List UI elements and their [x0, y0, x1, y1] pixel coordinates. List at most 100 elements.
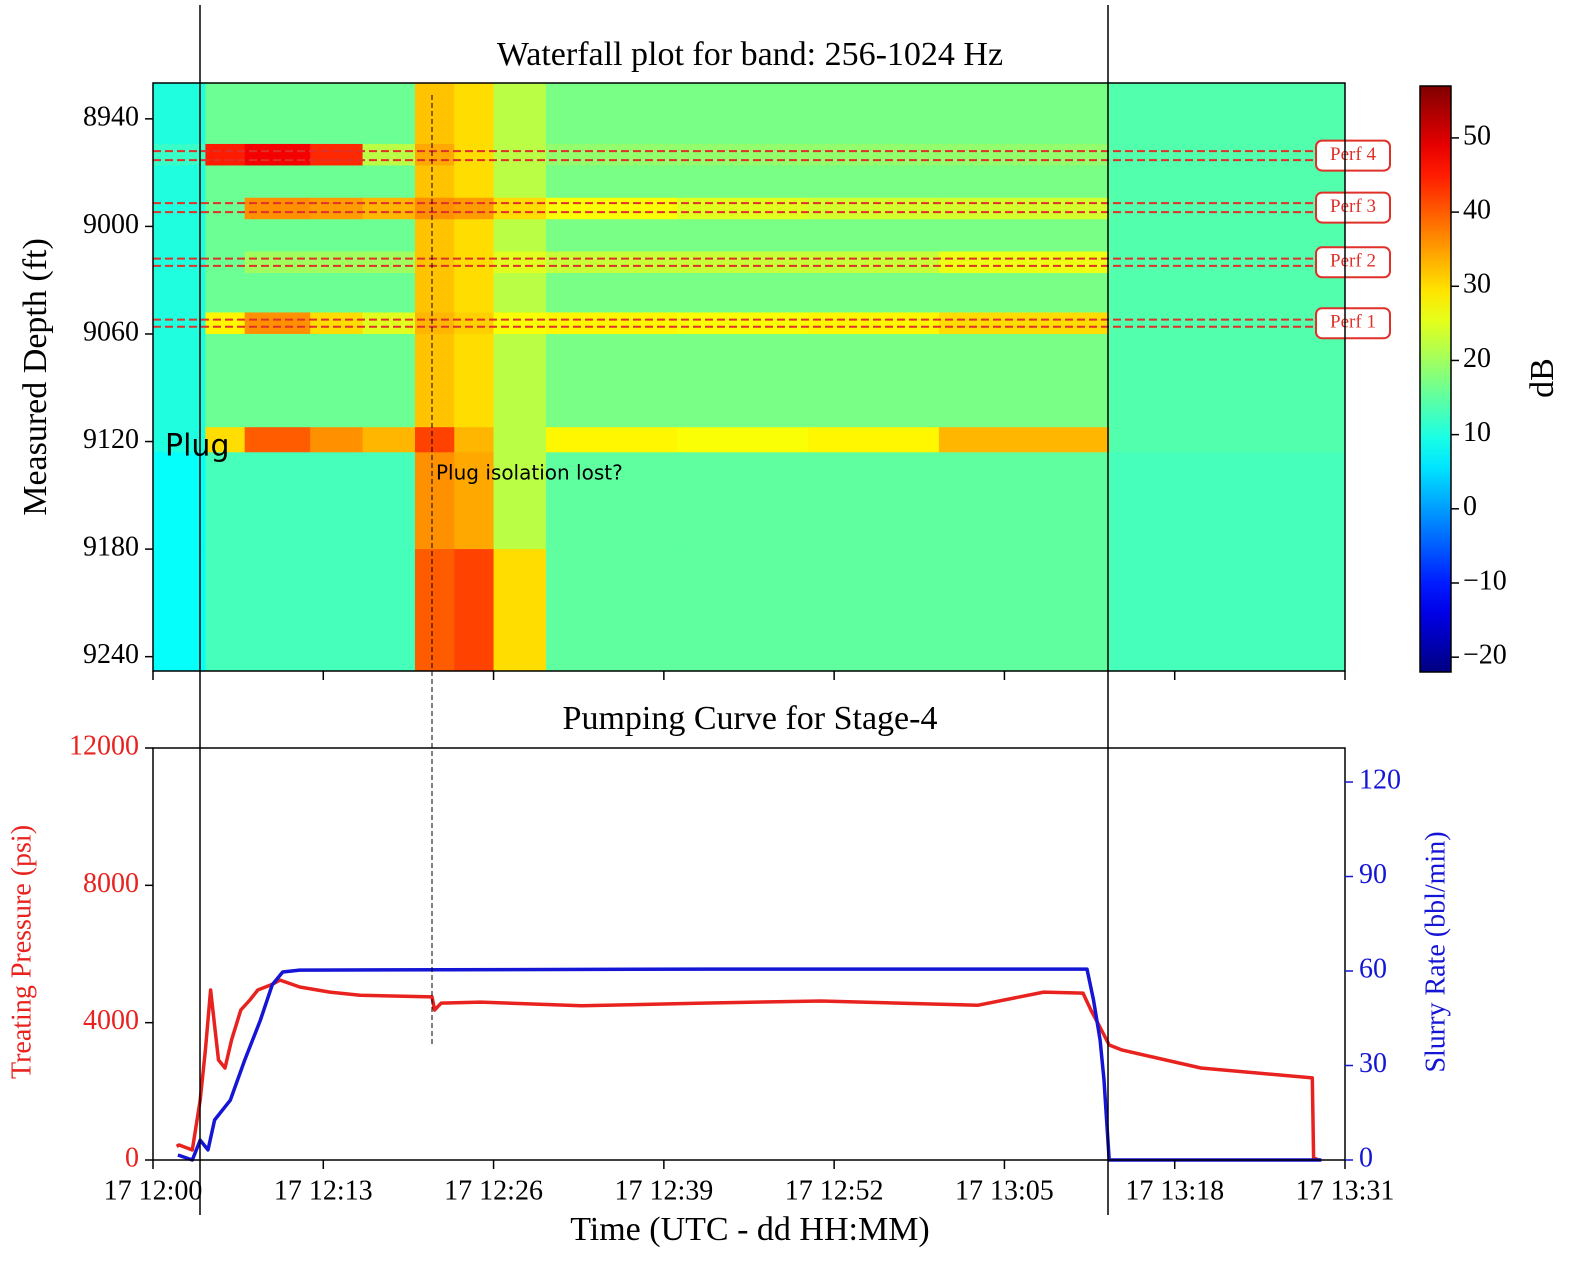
heatmap-cell: [938, 143, 1110, 166]
heatmap-cell: [807, 143, 940, 166]
heatmap-cell: [362, 312, 416, 335]
heatmap-cell: [414, 549, 455, 672]
heatmap-cell: [205, 273, 246, 313]
heatmap-cell: [1109, 452, 1346, 550]
heatmap-cell: [414, 273, 455, 313]
heatmap-cell: [676, 452, 809, 550]
heatmap-cell: [454, 83, 495, 145]
y-tick-label: 12000: [69, 730, 139, 761]
heatmap-cell: [310, 312, 364, 335]
y-tick-label: 9240: [83, 639, 139, 670]
heatmap-cell: [244, 312, 311, 335]
heatmap-cell: [153, 197, 206, 220]
heatmap-cell: [414, 165, 455, 199]
heatmap-cell: [153, 427, 206, 453]
y-axis-label: Treating Pressure (psi): [6, 825, 37, 1079]
heatmap-cell: [205, 251, 246, 274]
heatmap-cell: [244, 219, 311, 253]
x-tick-label: 17 12:26: [444, 1175, 543, 1206]
heatmap-cell: [205, 197, 246, 220]
y-tick-label: 0: [125, 1142, 139, 1173]
heatmap-cell: [493, 427, 547, 453]
heatmap-cell: [938, 165, 1110, 199]
heatmap-cell: [244, 143, 311, 166]
heatmap-cell: [310, 197, 364, 220]
heatmap-cell: [493, 452, 547, 550]
heatmap-cell: [153, 143, 206, 166]
heatmap-cell: [1109, 197, 1346, 220]
heatmap-cell: [310, 273, 364, 313]
heatmap-cell: [676, 143, 809, 166]
heatmap-cell: [807, 549, 940, 672]
heatmap-cell: [1109, 83, 1346, 145]
heatmap-cell: [362, 219, 416, 253]
heatmap-cell: [1109, 165, 1346, 199]
heatmap-cell: [545, 197, 678, 220]
heatmap-cell: [545, 549, 678, 672]
heatmap-cell: [310, 549, 364, 672]
colorbar-tick-label: 0: [1463, 491, 1477, 522]
heatmap-cell: [153, 452, 206, 550]
heatmap-cell: [414, 83, 455, 145]
heatmap-cell: [310, 452, 364, 550]
colorbar-tick-label: 30: [1463, 269, 1491, 300]
heatmap-cell: [493, 333, 547, 428]
colorbar-tick-label: 20: [1463, 343, 1491, 374]
perf-label: Perf 2: [1330, 251, 1376, 272]
heatmap-cell: [493, 165, 547, 199]
heatmap-cell: [205, 143, 246, 166]
y-tick-label: 8940: [83, 101, 139, 132]
heatmap-cell: [205, 427, 246, 453]
heatmap-cell: [1109, 549, 1346, 672]
heatmap-cell: [244, 333, 311, 428]
heatmap-cell: [205, 83, 246, 145]
x-tick-label: 17 12:39: [614, 1175, 713, 1206]
heatmap-cell: [414, 427, 455, 453]
heatmap-cell: [938, 452, 1110, 550]
heatmap-cell: [676, 197, 809, 220]
heatmap-cell: [938, 549, 1110, 672]
heatmap-cell: [454, 333, 495, 428]
x-tick-label: 17 12:52: [785, 1175, 884, 1206]
heatmap-cell: [362, 333, 416, 428]
heatmap-cell: [938, 197, 1110, 220]
heatmap-cell: [676, 549, 809, 672]
y2-tick-label: 60: [1359, 953, 1387, 984]
heatmap-cell: [244, 165, 311, 199]
heatmap-cell: [244, 197, 311, 220]
y2-tick-label: 90: [1359, 859, 1387, 890]
heatmap-cell: [362, 251, 416, 274]
heatmap-cell: [454, 219, 495, 253]
heatmap-cell: [244, 549, 311, 672]
heatmap-cell: [493, 312, 547, 335]
y-tick-label: 9120: [83, 424, 139, 455]
heatmap-cell: [414, 197, 455, 220]
heatmap-cell: [493, 83, 547, 145]
heatmap-cell: [938, 251, 1110, 274]
heatmap-cell: [676, 273, 809, 313]
heatmap-cell: [676, 333, 809, 428]
perf-label-box: [1315, 139, 1391, 172]
heatmap-cell: [362, 165, 416, 199]
x-tick-label: 17 13:05: [955, 1175, 1054, 1206]
heatmap-cell: [938, 83, 1110, 145]
colorbar-tick-label: −10: [1463, 565, 1507, 596]
y-tick-label: 8000: [83, 868, 139, 899]
heatmap-cell: [807, 83, 940, 145]
y-tick-label: 4000: [83, 1005, 139, 1036]
heatmap-cell: [938, 219, 1110, 253]
heatmap-cell: [938, 312, 1110, 335]
y2-tick-label: 120: [1359, 764, 1401, 795]
heatmap-cell: [310, 427, 364, 453]
colorbar-tick-label: 40: [1463, 195, 1491, 226]
heatmap-cell: [807, 273, 940, 313]
plot-frame: [152, 82, 1346, 672]
heatmap-cell: [676, 165, 809, 199]
heatmap-cell: [414, 251, 455, 274]
y-tick-label: 9000: [83, 209, 139, 240]
heatmap-cell: [153, 251, 206, 274]
heatmap-cell: [153, 549, 206, 672]
heatmap-cell: [807, 312, 940, 335]
heatmap-cell: [807, 197, 940, 220]
heatmap-cell: [310, 165, 364, 199]
